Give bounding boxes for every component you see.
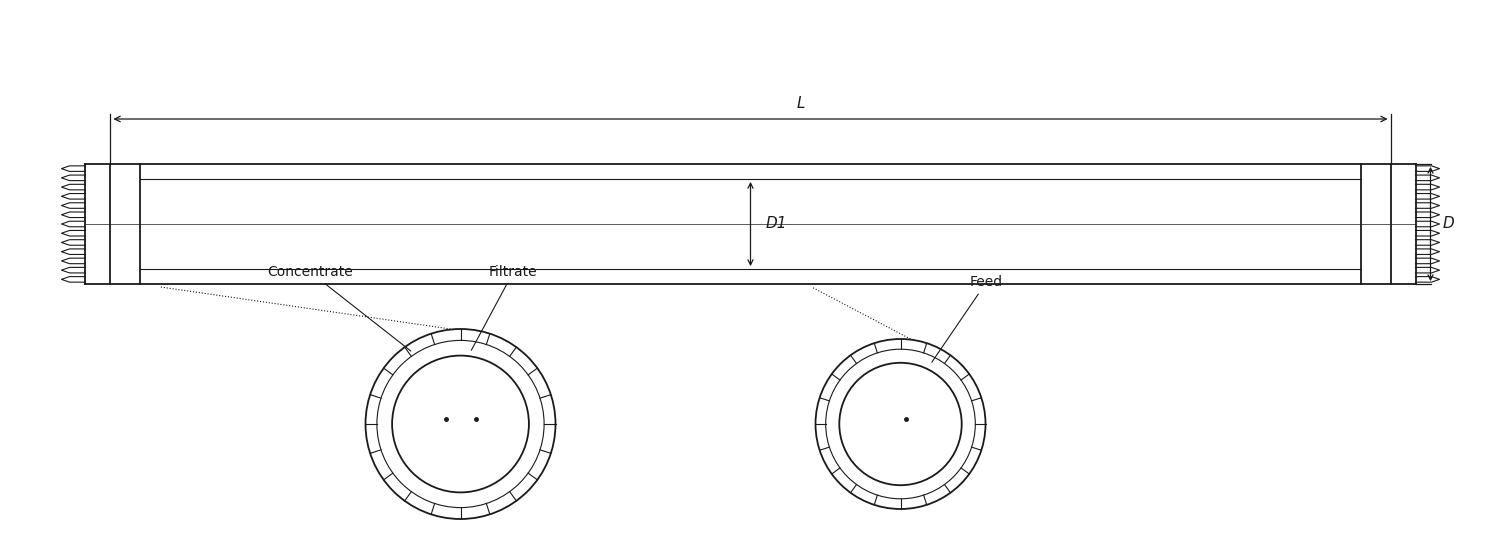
- Circle shape: [839, 363, 962, 485]
- Text: Feed: Feed: [932, 275, 1003, 362]
- Text: D1: D1: [766, 217, 787, 232]
- Text: L: L: [796, 96, 805, 111]
- Text: W: W: [453, 444, 467, 457]
- Text: Concentrate: Concentrate: [267, 265, 411, 351]
- Circle shape: [366, 329, 555, 519]
- Circle shape: [392, 356, 528, 492]
- Text: D: D: [1442, 217, 1454, 232]
- Circle shape: [815, 339, 986, 509]
- Text: Filtrate: Filtrate: [471, 265, 537, 350]
